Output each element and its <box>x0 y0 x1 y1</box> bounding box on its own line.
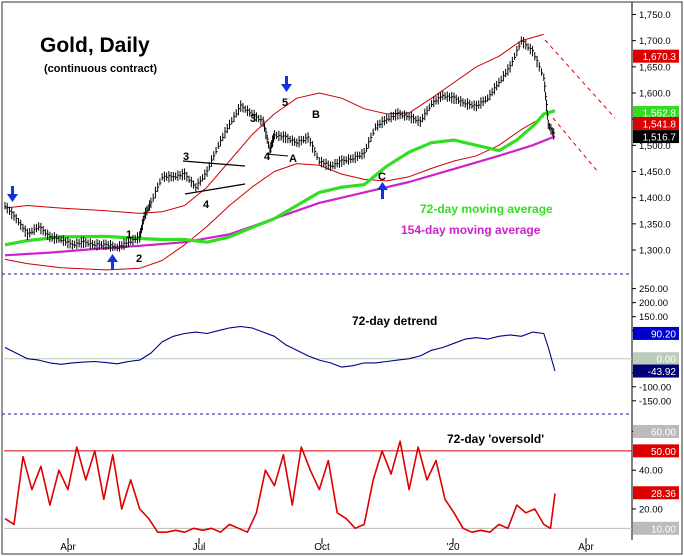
axis-value-badge <box>633 326 679 340</box>
series-layer <box>4 33 556 534</box>
axis-value-badge <box>633 424 679 438</box>
wave-label-a: A <box>289 153 297 165</box>
price-bars <box>4 36 556 252</box>
axis-value-badge-label: 0.00 <box>657 355 677 366</box>
axis-value-badge <box>633 116 679 130</box>
x-tick-label: Apr <box>60 542 76 553</box>
y-tick-label: 1,500.0 <box>639 141 671 152</box>
projection-upper-line <box>544 39 616 119</box>
axis-value-badge-label: 1,541.8 <box>643 119 677 130</box>
axis-value-badge <box>633 105 679 119</box>
x-tick-label: Oct <box>314 542 330 553</box>
detrend-label: 72-day detrend <box>352 314 437 328</box>
axis-value-badge-label: 90.20 <box>651 329 676 340</box>
ma154-line <box>4 135 556 257</box>
axis-value-badge-label: -43.92 <box>648 367 677 378</box>
wave-label-3b: 3 <box>250 113 256 125</box>
axis-value-badge <box>633 364 679 378</box>
ma72-legend-label: 72-day moving average <box>420 202 553 216</box>
axis-value-badge-label: 1,670.3 <box>643 52 677 63</box>
axis-value-badge-label: 50.00 <box>651 447 676 458</box>
y-tick-label: 250.00 <box>639 284 668 295</box>
oversold-label: 72-day 'oversold' <box>447 432 544 446</box>
axis-value-badge <box>633 352 679 366</box>
oversold-oscillator-line <box>4 440 556 534</box>
upper-envelope-line <box>4 33 544 214</box>
y-tick-label: 1,750.0 <box>639 10 671 21</box>
y-tick-label: 1,450.0 <box>639 167 671 178</box>
wave-label-b: B <box>312 109 320 121</box>
axis-badges: 1,670.3 1,562.81,541.8 1,516.7 90.20 0.00-43… <box>633 49 679 535</box>
projection-lower-line <box>552 117 599 173</box>
y-tick-label: 1,700.0 <box>639 36 671 47</box>
y-tick-label: -150.00 <box>639 396 671 407</box>
triangle-lower-line <box>184 183 246 195</box>
wave-label-4a: 4 <box>203 199 210 211</box>
y-tick-label: 1,350.0 <box>639 219 671 230</box>
axis-value-badge-label: 60.00 <box>651 427 676 438</box>
wave-4-marker-line <box>265 153 289 157</box>
y-tick-label: 1,600.0 <box>639 88 671 99</box>
chart-title: Gold, Daily <box>40 34 150 57</box>
y-tick-label: 150.00 <box>639 312 668 323</box>
axis-value-badge <box>633 486 679 500</box>
up-arrow-icon <box>107 254 118 270</box>
wave-label-3a: 3 <box>183 151 189 163</box>
up-arrow-icon <box>377 182 388 199</box>
detrend-line <box>4 325 556 372</box>
lower-envelope-line <box>4 116 545 271</box>
down-arrow-icon <box>7 186 18 202</box>
axis-value-badge-label: 1,516.7 <box>643 133 677 144</box>
wave-label-4b: 4 <box>264 151 271 163</box>
chart-subtitle: (continuous contract) <box>44 63 157 75</box>
triangle-upper-line <box>182 160 246 167</box>
x-axis-ticks: Apr Jul Oct '20 Apr <box>60 538 594 553</box>
axis-value-badge-label: 10.00 <box>651 524 676 535</box>
y-tick-label: 200.00 <box>639 298 668 309</box>
y-tick-label: 20.00 <box>639 504 663 515</box>
wave-label-1: 1 <box>126 229 132 241</box>
down-arrow-icon <box>281 76 292 92</box>
wave-label-2: 2 <box>136 253 142 265</box>
wave-label-5: 5 <box>282 97 288 109</box>
y-tick-label: 1,300.0 <box>639 246 671 257</box>
wave-label-c: C <box>378 171 386 183</box>
x-tick-label: Apr <box>578 542 594 553</box>
axis-value-badge <box>633 521 679 535</box>
y-tick-label: 40.00 <box>639 466 663 477</box>
axis-value-badge <box>633 130 679 144</box>
axis-value-badge <box>633 49 679 63</box>
y-tick-label: 1,400.0 <box>639 193 671 204</box>
axis-value-badge <box>633 444 679 458</box>
x-tick-label: Jul <box>193 542 206 553</box>
axis-value-badge-label: 1,562.8 <box>643 108 677 119</box>
y-tick-label: -100.00 <box>639 382 671 393</box>
x-tick-label: '20 <box>446 542 459 553</box>
ma154-legend-label: 154-day moving average <box>401 223 541 237</box>
axis-value-badge-label: 28.36 <box>651 489 676 500</box>
y-tick-label: 1,650.0 <box>639 62 671 73</box>
